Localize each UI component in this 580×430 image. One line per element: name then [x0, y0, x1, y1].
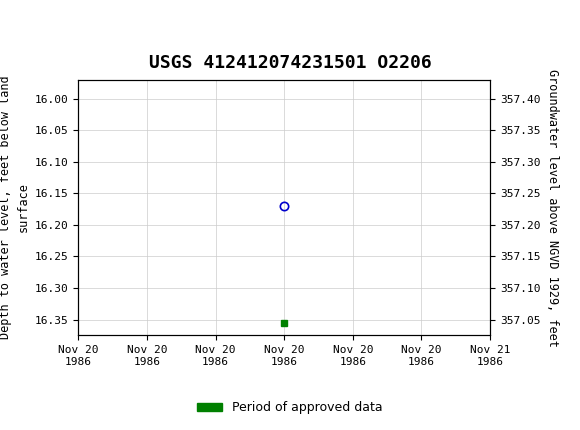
Text: USGS: USGS	[58, 12, 122, 33]
Y-axis label: Groundwater level above NGVD 1929, feet: Groundwater level above NGVD 1929, feet	[546, 68, 559, 347]
Y-axis label: Depth to water level, feet below land
surface: Depth to water level, feet below land su…	[0, 76, 29, 339]
Text: USGS 412412074231501 O2206: USGS 412412074231501 O2206	[148, 54, 432, 72]
Legend: Period of approved data: Period of approved data	[192, 396, 388, 419]
